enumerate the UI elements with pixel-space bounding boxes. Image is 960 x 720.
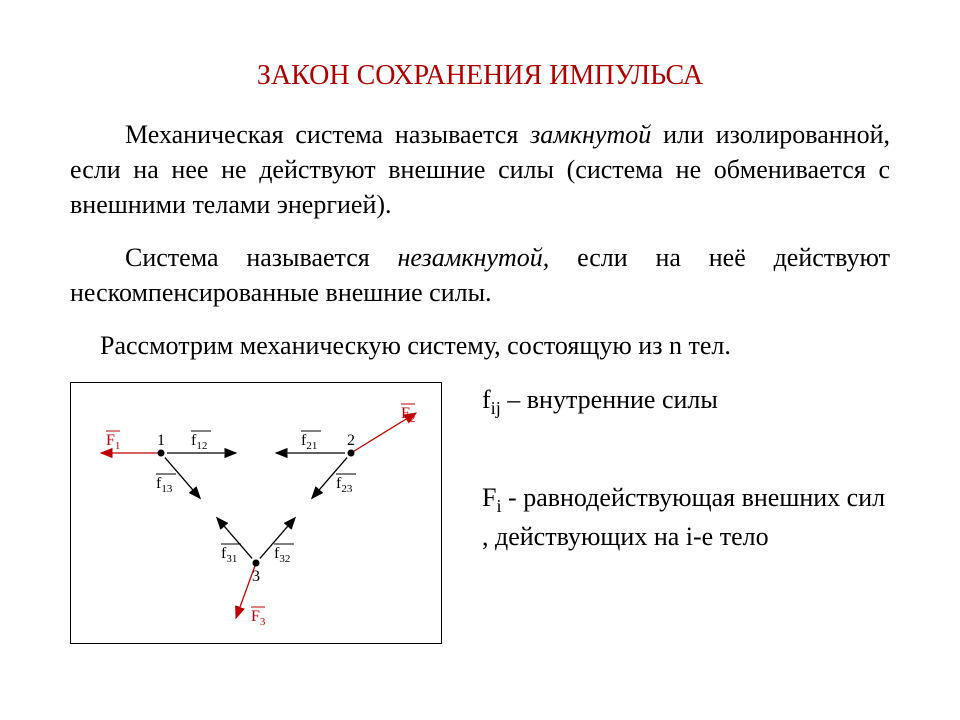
p2-b: незамкнутой, xyxy=(398,243,550,272)
fij-text: – внутренние силы xyxy=(501,385,718,414)
svg-text:1: 1 xyxy=(157,432,165,449)
svg-text:f21: f21 xyxy=(301,432,317,452)
paragraph-1: Механическая система называется замкнуто… xyxy=(70,117,890,222)
svg-text:2: 2 xyxy=(347,432,355,449)
paragraph-3: Рассмотрим механическую систему, состоящ… xyxy=(70,328,890,363)
svg-text:F1: F1 xyxy=(106,432,120,452)
fi-text: - равнодействующая внешних сил , действу… xyxy=(482,483,885,551)
p1-a: Механическая система называется xyxy=(125,120,530,149)
p2-a: Система называется xyxy=(125,243,398,272)
svg-text:F3: F3 xyxy=(251,608,266,628)
paragraph-2: Система называется незамкнутой, если на … xyxy=(70,240,890,310)
diagram-svg: f12 f21 f13 f31 f23 f32 F1 F2 F3 1 2 3 xyxy=(71,383,441,643)
fij-sub: ij xyxy=(491,398,501,418)
svg-text:f23: f23 xyxy=(336,475,353,495)
legend-fij: fij – внутренние силы xyxy=(482,382,890,421)
fij-sym: f xyxy=(482,385,491,414)
page-title: ЗАКОН СОХРАНЕНИЯ ИМПУЛЬСА xyxy=(70,60,890,92)
svg-text:3: 3 xyxy=(252,568,260,585)
svg-text:f12: f12 xyxy=(191,432,207,452)
p1-b: замкнутой xyxy=(530,120,651,149)
legend-fi: Fi - равнодействующая внешних сил , дейс… xyxy=(482,480,890,554)
svg-text:f31: f31 xyxy=(221,545,237,565)
page: ЗАКОН СОХРАНЕНИЯ ИМПУЛЬСА Механическая с… xyxy=(0,0,960,720)
svg-text:f13: f13 xyxy=(156,475,173,495)
force-diagram: f12 f21 f13 f31 f23 f32 F1 F2 F3 1 2 3 xyxy=(70,382,442,644)
svg-text:F2: F2 xyxy=(401,405,415,425)
fi-sym: F xyxy=(482,483,496,512)
svg-text:f32: f32 xyxy=(274,545,290,565)
lower-row: f12 f21 f13 f31 f23 f32 F1 F2 F3 1 2 3 fij – внутре… xyxy=(70,382,890,644)
legend: fij – внутренние силы Fi - равнодействую… xyxy=(482,382,890,555)
